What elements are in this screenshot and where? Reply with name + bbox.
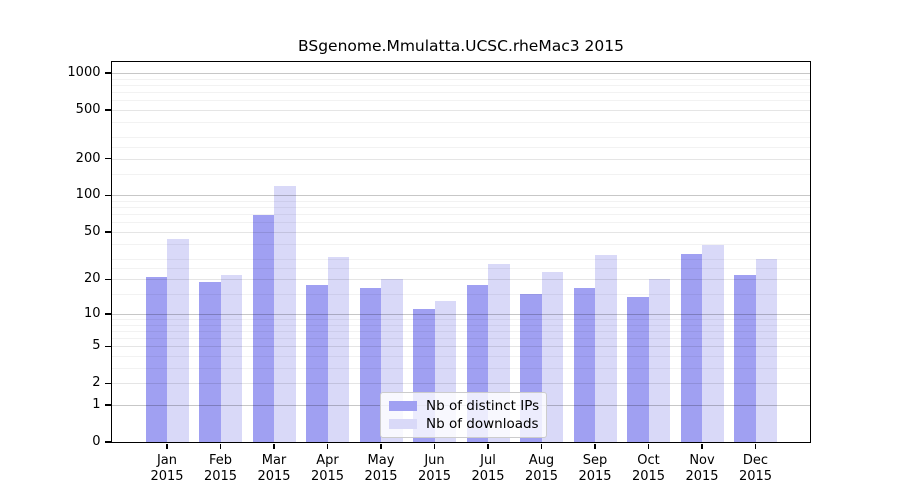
x-tick-mark-sep [594, 443, 596, 449]
y-tick-mark-5 [104, 345, 111, 347]
x-tick-mark-apr [326, 443, 329, 449]
bar-jan-ips [145, 276, 167, 442]
bar-nov-ips [680, 253, 702, 442]
x-tick-mark-jul [487, 443, 489, 449]
bar-oct-ips [627, 297, 649, 442]
bar-dec-ips [734, 274, 756, 442]
y-tick-label-20: 20 [83, 271, 101, 287]
x-tick-label-mar: Mar 2015 [257, 453, 291, 484]
legend: Nb of distinct IPs Nb of downloads [380, 392, 547, 438]
y-tick-label-1000: 1000 [67, 64, 101, 80]
x-tick-label-may: May 2015 [364, 453, 398, 484]
y-tick-mark-0 [104, 441, 111, 443]
plot-area [110, 60, 811, 443]
bar-may-ips [359, 287, 381, 442]
bar-mar-ips [252, 215, 274, 442]
legend-label-distinct-ips: Nb of distinct IPs [426, 397, 540, 414]
x-tick-label-apr: Apr 2015 [310, 453, 345, 484]
y-tick-label-200: 200 [75, 150, 101, 166]
bar-sep-ips [573, 287, 595, 442]
x-tick-mark-aug [540, 443, 543, 449]
chart-title: BSgenome.Mmulatta.UCSC.rheMac3 2015 [298, 37, 624, 55]
x-tick-mark-mar [273, 443, 275, 449]
y-tick-label-500: 500 [75, 101, 101, 117]
y-tick-mark-10 [104, 313, 111, 315]
y-tick-label-100: 100 [75, 187, 101, 203]
x-tick-label-nov: Nov 2015 [685, 453, 719, 484]
y-tick-mark-2 [104, 382, 111, 384]
x-tick-label-aug: Aug 2015 [524, 453, 559, 484]
legend-swatch-downloads [389, 419, 417, 430]
y-tick-label-5: 5 [92, 338, 101, 354]
x-tick-label-jun: Jun 2015 [417, 453, 452, 484]
y-tick-mark-100 [104, 194, 111, 197]
y-tick-mark-1 [104, 404, 111, 406]
bar-sep-downloads [595, 255, 617, 442]
y-tick-label-1: 1 [92, 396, 101, 412]
legend-label-downloads: Nb of downloads [426, 416, 539, 433]
x-tick-label-jan: Jan 2015 [150, 453, 184, 484]
bar-apr-ips [306, 284, 328, 442]
bar-apr-downloads [327, 256, 349, 442]
bar-nov-downloads [702, 244, 724, 442]
y-tick-label-50: 50 [83, 223, 101, 239]
x-tick-mark-nov [701, 443, 703, 449]
x-tick-label-sep: Sep 2015 [578, 453, 612, 484]
y-tick-mark-20 [104, 278, 111, 280]
x-tick-label-feb: Feb 2015 [203, 453, 238, 484]
bar-jan-downloads [167, 238, 189, 442]
x-tick-mark-jun [433, 443, 436, 449]
legend-entry-downloads: Nb of downloads [389, 416, 539, 433]
bar-feb-ips [199, 281, 221, 442]
x-tick-mark-feb [219, 443, 222, 449]
y-tick-mark-500 [104, 109, 111, 111]
x-tick-mark-oct [647, 443, 650, 449]
x-tick-label-dec: Dec 2015 [738, 453, 773, 484]
x-tick-label-jul: Jul 2015 [471, 453, 505, 484]
y-tick-mark-1000 [104, 72, 111, 74]
legend-entry-distinct-ips: Nb of distinct IPs [389, 397, 540, 414]
bar-feb-downloads [220, 274, 242, 442]
y-tick-label-2: 2 [92, 375, 101, 391]
x-tick-label-oct: Oct 2015 [631, 453, 666, 484]
bar-dec-downloads [755, 258, 777, 442]
y-tick-label-10: 10 [83, 305, 101, 321]
bars-layer [112, 62, 810, 442]
x-tick-mark-dec [754, 443, 757, 449]
x-tick-mark-jan [166, 443, 168, 449]
x-tick-mark-may [380, 443, 382, 449]
bar-oct-downloads [648, 279, 670, 442]
y-tick-label-0: 0 [92, 434, 101, 449]
bar-mar-downloads [274, 185, 296, 442]
y-tick-mark-200 [104, 158, 111, 160]
legend-swatch-distinct-ips [389, 400, 417, 411]
y-tick-mark-50 [104, 231, 111, 233]
